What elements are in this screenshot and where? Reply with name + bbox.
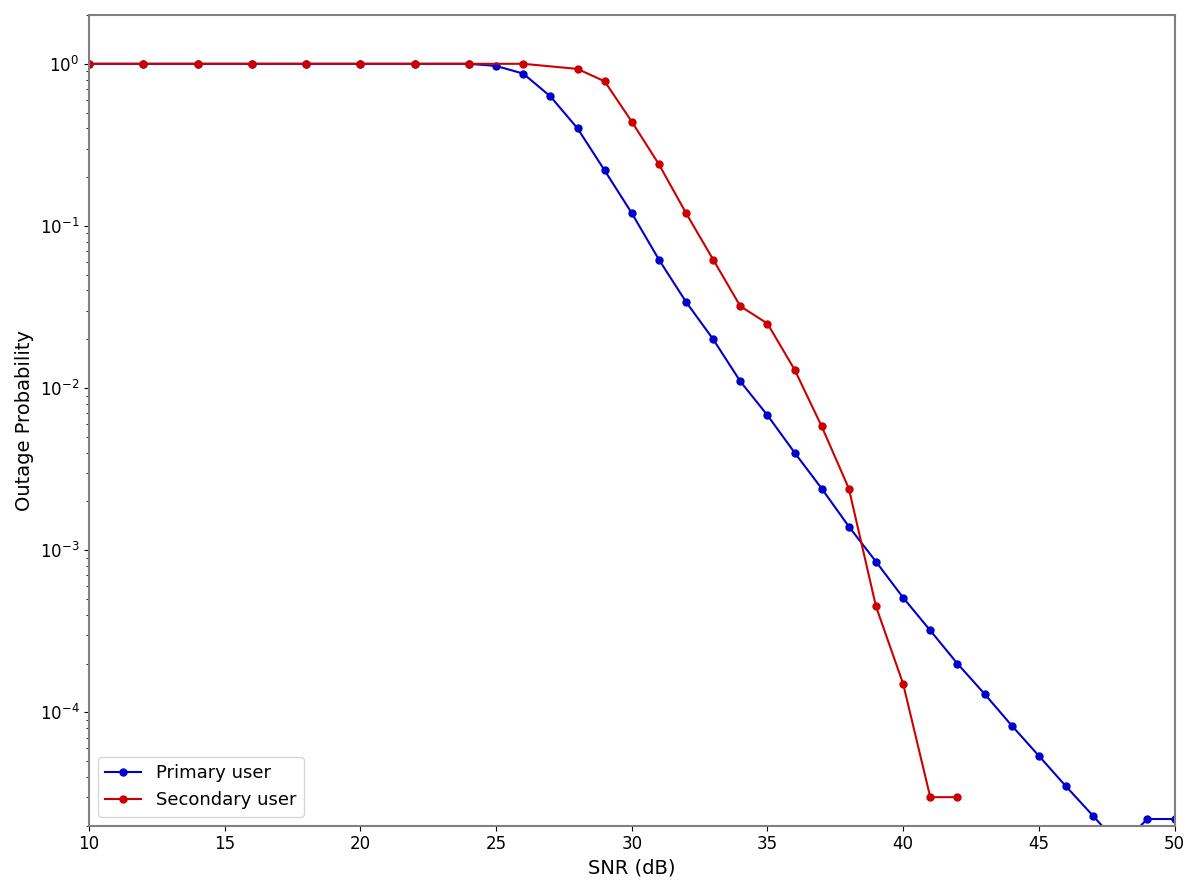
Secondary user: [353, 58, 367, 69]
Primary user: [787, 447, 802, 458]
Primary user: [299, 58, 313, 69]
Primary user: [82, 58, 96, 69]
Primary user: [408, 58, 422, 69]
Secondary user: [624, 116, 638, 127]
Line: Primary user: Primary user: [85, 61, 1178, 849]
Primary user: [950, 658, 965, 669]
Primary user: [488, 61, 503, 71]
Secondary user: [733, 301, 748, 312]
Secondary user: [570, 63, 584, 74]
Primary user: [679, 296, 694, 307]
Primary user: [1168, 814, 1182, 824]
Primary user: [1058, 781, 1073, 792]
Secondary user: [815, 421, 829, 432]
Secondary user: [787, 364, 802, 375]
Primary user: [516, 68, 530, 79]
Y-axis label: Outage Probability: Outage Probability: [14, 330, 34, 511]
Primary user: [923, 625, 937, 636]
Secondary user: [896, 679, 911, 689]
Primary user: [462, 58, 476, 69]
Primary user: [1004, 720, 1019, 730]
Primary user: [353, 58, 367, 69]
Primary user: [598, 165, 612, 176]
Secondary user: [136, 58, 150, 69]
Secondary user: [841, 483, 856, 494]
Primary user: [544, 91, 558, 102]
Primary user: [652, 255, 666, 265]
Primary user: [761, 410, 775, 421]
Line: Secondary user: Secondary user: [85, 61, 961, 801]
Primary user: [1114, 840, 1128, 851]
Primary user: [869, 556, 883, 567]
Primary user: [1086, 811, 1100, 822]
Primary user: [733, 376, 748, 387]
Primary user: [896, 592, 911, 603]
Primary user: [570, 123, 584, 134]
Secondary user: [191, 58, 205, 69]
Secondary user: [299, 58, 313, 69]
Secondary user: [82, 58, 96, 69]
Secondary user: [652, 159, 666, 170]
Secondary user: [408, 58, 422, 69]
Primary user: [1032, 750, 1046, 761]
Primary user: [191, 58, 205, 69]
Secondary user: [950, 792, 965, 803]
Secondary user: [679, 208, 694, 219]
Primary user: [1140, 814, 1154, 824]
Primary user: [706, 334, 720, 345]
Primary user: [136, 58, 150, 69]
Primary user: [977, 689, 991, 699]
Primary user: [841, 522, 856, 532]
Legend: Primary user, Secondary user: Primary user, Secondary user: [98, 757, 304, 817]
Primary user: [245, 58, 259, 69]
Secondary user: [598, 76, 612, 87]
X-axis label: SNR (dB): SNR (dB): [588, 859, 676, 878]
Primary user: [815, 483, 829, 494]
Secondary user: [869, 601, 883, 612]
Secondary user: [706, 255, 720, 265]
Secondary user: [923, 792, 937, 803]
Secondary user: [516, 58, 530, 69]
Primary user: [624, 208, 638, 219]
Secondary user: [245, 58, 259, 69]
Secondary user: [462, 58, 476, 69]
Secondary user: [761, 318, 775, 329]
